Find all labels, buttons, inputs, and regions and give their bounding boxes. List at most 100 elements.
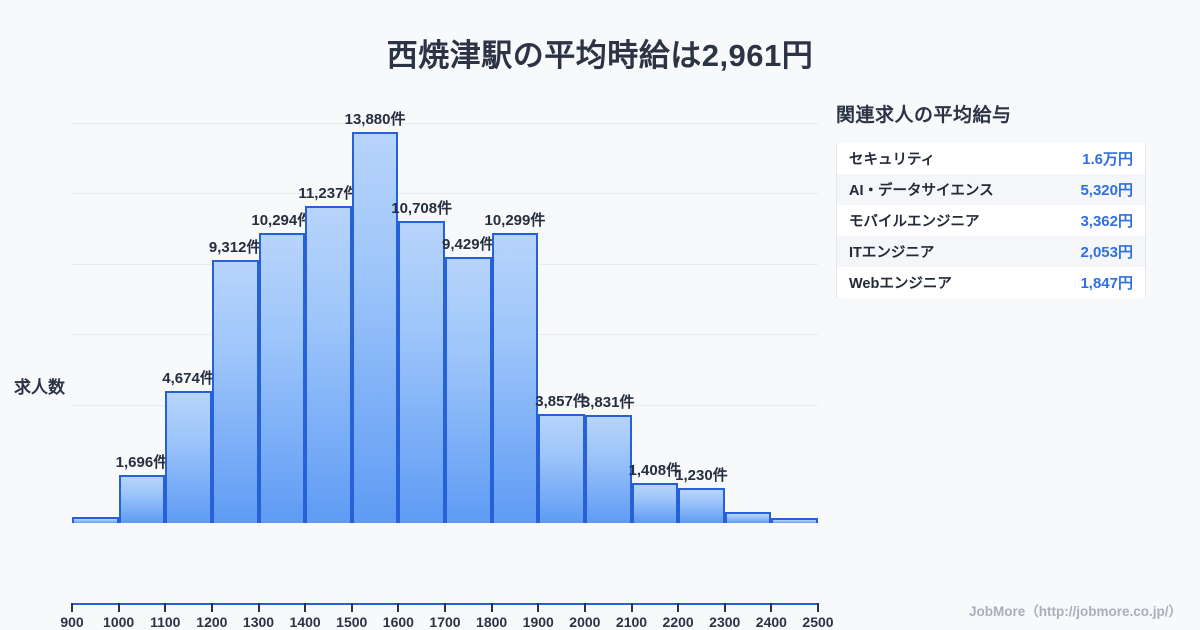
x-axis-tick	[677, 603, 680, 612]
x-axis-tick	[537, 603, 540, 612]
job-category-label: モバイルエンジニア	[849, 214, 980, 230]
bar-slot: 1,696件	[115, 100, 169, 523]
x-axis-tick-label: 1900	[522, 614, 554, 630]
bar[interactable]	[584, 414, 632, 523]
bar-value-label: 4,674件	[162, 370, 215, 388]
bar-slot: 3,831件	[581, 100, 635, 523]
bar-value-label: 3,831件	[581, 393, 635, 411]
x-axis-tick-label: 1800	[476, 614, 508, 630]
x-axis-tick	[164, 603, 167, 612]
bar-value-label: 1,230件	[675, 467, 728, 485]
table-row[interactable]: モバイルエンジニア 3,362円	[837, 205, 1145, 236]
bar-slot: 1,408件	[628, 100, 682, 523]
x-axis-tick-label: 1600	[382, 614, 414, 630]
x-axis-tick	[304, 603, 307, 612]
x-axis-tick-label: 1500	[336, 614, 368, 630]
page-title: 西焼津駅の平均時給は2,961円	[386, 38, 814, 73]
x-axis-tick	[397, 603, 400, 612]
bar[interactable]	[491, 232, 539, 523]
job-salary-value: 3,362円	[1080, 213, 1133, 230]
bar-value-label: 3,857件	[535, 393, 588, 411]
y-axis-title: 求人数	[14, 378, 65, 397]
bar[interactable]	[72, 516, 119, 523]
gridline	[72, 122, 818, 124]
x-axis-tick	[630, 603, 633, 612]
bar[interactable]	[258, 232, 306, 523]
x-axis-tick-label: 1400	[289, 614, 321, 630]
bar[interactable]	[211, 260, 259, 523]
bar-slot: 13,880件	[345, 100, 406, 523]
x-axis-tick	[723, 603, 726, 612]
bar-slot	[771, 100, 818, 523]
related-salary-table: セキュリティ 1.6万円 AI・データサイエンス 5,320円モバイルエンジニア 3,3…	[836, 143, 1146, 298]
bar-slot: 3,857件	[535, 100, 588, 523]
bar-value-label: 1,696件	[115, 454, 169, 472]
x-axis-tick-label: 2400	[755, 614, 787, 630]
x-axis-tick	[583, 603, 586, 612]
x-axis-tick-label: 900	[60, 614, 84, 630]
bar-value-label: 10,299件	[484, 211, 546, 229]
bar[interactable]	[305, 206, 352, 523]
bar-slot: 10,708件	[391, 100, 452, 523]
x-axis-tick	[71, 603, 73, 612]
x-axis-tick	[770, 603, 773, 612]
panel-title: 関連求人の平均給与	[836, 105, 1012, 126]
bar-slot: 9,312件	[208, 100, 262, 523]
bar-slot: 11,237件	[298, 100, 358, 523]
bar[interactable]	[351, 131, 399, 523]
table-row[interactable]: セキュリティ 1.6万円	[837, 143, 1145, 174]
bar[interactable]	[118, 475, 166, 523]
job-category-label: Webエンジニア	[849, 276, 952, 292]
related-salary-panel: 関連求人の平均給与 セキュリティ 1.6万円 AI・データサイエンス 5,320円モバ…	[836, 100, 1184, 298]
x-axis-tick-label: 2000	[569, 614, 601, 630]
bar[interactable]	[445, 257, 492, 523]
job-salary-value: 1.6万円	[1082, 151, 1133, 168]
x-axis-tick	[490, 603, 493, 612]
job-salary-value: 1,847円	[1080, 275, 1133, 292]
bar-value-label: 1,408件	[628, 462, 682, 480]
x-axis-tick	[210, 603, 213, 612]
bar-value-label: 11,237件	[298, 185, 359, 203]
x-axis-tick-label: 2200	[662, 614, 694, 630]
bar-slot: 10,299件	[484, 100, 545, 523]
bar-slot: 10,294件	[251, 100, 312, 523]
bar-slot: 9,429件	[442, 100, 495, 523]
bar-value-label: 9,312件	[208, 239, 262, 257]
x-axis-tick	[817, 603, 819, 612]
bar[interactable]	[771, 518, 818, 523]
job-category-label: セキュリティ	[849, 152, 936, 168]
job-salary-value: 5,320円	[1080, 182, 1133, 199]
x-axis-tick-label: 2300	[709, 614, 741, 630]
x-axis-tick-label: 1300	[242, 614, 275, 630]
bar-series: 1,696件 4,674件 9,312件 10,294件 11,237件 13,880件 1…	[72, 100, 818, 523]
bar[interactable]	[398, 221, 445, 523]
x-axis-ticks	[71, 603, 819, 613]
bar[interactable]	[631, 483, 679, 523]
table-row[interactable]: Webエンジニア 1,847円	[837, 267, 1145, 298]
footer-watermark: JobMore（http://jobmore.co.jp/）	[969, 604, 1182, 619]
x-axis-tick	[350, 603, 353, 612]
bar[interactable]	[678, 488, 725, 523]
bar[interactable]	[724, 511, 772, 523]
bar[interactable]	[165, 391, 212, 523]
x-axis-tick-labels: 900 1000 1100 1200 1300 1400 1500 1600 1700 1800 1…	[0, 614, 834, 630]
x-axis-tick-label: 2500	[802, 614, 834, 630]
table-row[interactable]: AI・データサイエンス 5,320円	[837, 174, 1145, 205]
table-row[interactable]: ITエンジニア 2,053円	[837, 236, 1145, 267]
bar-slot	[72, 100, 119, 523]
job-category-label: AI・データサイエンス	[849, 183, 994, 199]
bar-slot	[724, 100, 772, 523]
x-axis-tick-label: 1100	[150, 614, 181, 630]
bar-slot: 1,230件	[675, 100, 728, 523]
job-category-label: ITエンジニア	[849, 245, 935, 261]
bar-value-label: 10,708件	[391, 200, 453, 218]
job-salary-value: 2,053円	[1080, 244, 1133, 261]
x-axis-tick-label: 1700	[429, 614, 461, 630]
x-axis-tick	[444, 603, 446, 612]
bar-value-label: 10,294件	[251, 211, 313, 229]
bar[interactable]	[538, 414, 585, 523]
bar-value-label: 13,880件	[344, 110, 406, 128]
bar-slot: 4,674件	[162, 100, 215, 523]
gridline	[72, 193, 818, 195]
